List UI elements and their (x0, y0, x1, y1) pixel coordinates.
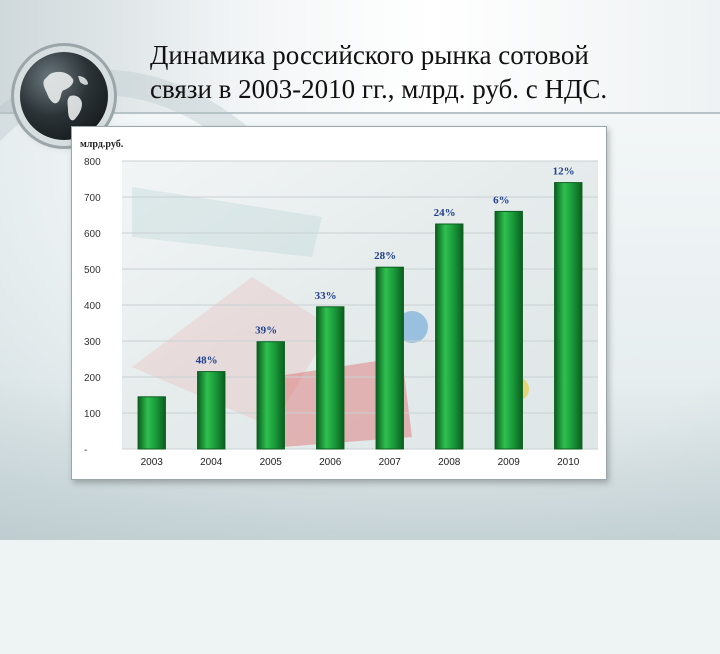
bar-2005 (256, 341, 285, 450)
slide-title: Динамика российского рынка сотовой связи… (150, 38, 710, 106)
y-axis-unit-label: млрд.руб. (80, 139, 124, 150)
bar-2007 (375, 266, 404, 450)
data-label-2004: 48% (196, 355, 218, 367)
bar-2010 (554, 182, 583, 450)
data-labels: 48% 39% 33% 28% 24% 6% 12% (196, 166, 575, 367)
data-label-2006: 33% (315, 290, 337, 302)
y-tick-label: 800 (84, 157, 101, 168)
header-band (0, 0, 720, 114)
x-tick-label: 2009 (498, 457, 521, 468)
y-tick-label: 400 (84, 301, 101, 312)
y-tick-label: 100 (84, 409, 101, 420)
bars (137, 182, 583, 450)
bar-chart: - 100 200 300 400 500 600 700 800 48% 39% 33% 28% 24… (80, 139, 598, 468)
data-label-2009: 6% (493, 194, 510, 206)
y-tick-label: 200 (84, 373, 101, 384)
bar-2009 (494, 210, 523, 450)
slide-title-line-2: связи в 2003-2010 гг., млрд. руб. с НДС. (150, 74, 608, 104)
x-tick-label: 2008 (438, 457, 461, 468)
x-tick-label: 2005 (260, 457, 283, 468)
x-tick-label: 2006 (319, 457, 342, 468)
x-axis-ticks: 2003 2004 2005 2006 2007 2008 2009 2010 (141, 457, 580, 468)
y-axis-ticks: - 100 200 300 400 500 600 700 800 (84, 157, 101, 456)
globe-icon (20, 52, 108, 140)
data-label-2005: 39% (255, 325, 277, 337)
y-tick-label: - (84, 445, 87, 456)
x-tick-label: 2003 (141, 457, 164, 468)
bar-2004 (197, 371, 226, 450)
x-tick-label: 2010 (557, 457, 580, 468)
x-tick-label: 2007 (379, 457, 402, 468)
bar-2003 (137, 396, 166, 450)
data-label-2010: 12% (553, 166, 575, 178)
data-label-2008: 24% (434, 207, 456, 219)
y-tick-label: 500 (84, 265, 101, 276)
x-tick-label: 2004 (200, 457, 223, 468)
chart-frame: - 100 200 300 400 500 600 700 800 48% 39% 33% 28% 24… (71, 126, 607, 480)
bar-2008 (435, 223, 464, 450)
bar-2006 (316, 306, 345, 450)
data-label-2007: 28% (374, 250, 396, 262)
y-tick-label: 300 (84, 337, 101, 348)
y-tick-label: 700 (84, 193, 101, 204)
y-tick-label: 600 (84, 229, 101, 240)
slide-title-line-1: Динамика российского рынка сотовой (150, 40, 589, 70)
